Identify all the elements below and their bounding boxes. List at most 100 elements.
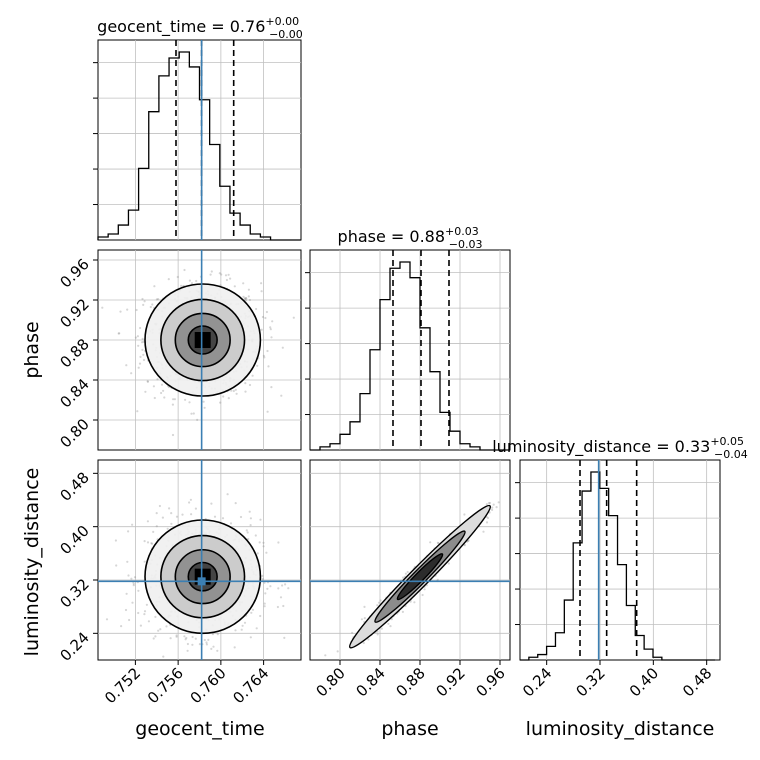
y-tick-label: 0.92 <box>56 295 92 331</box>
sample-point <box>413 601 416 604</box>
sample-point <box>249 524 252 527</box>
sample-point <box>143 610 147 613</box>
sample-point <box>139 326 142 330</box>
contour-level <box>396 553 444 601</box>
sample-point <box>437 542 440 545</box>
sample-point <box>261 578 264 581</box>
sample-point <box>152 530 155 534</box>
sample-point <box>244 299 247 302</box>
sample-point <box>211 633 214 636</box>
sample-point <box>135 308 138 312</box>
sample-point <box>234 388 237 391</box>
sample-point <box>131 523 134 526</box>
x-tick-label: 0.88 <box>392 664 428 700</box>
sample-point <box>146 541 150 544</box>
y-tick-label: 0.24 <box>56 628 92 664</box>
grid-luminosity-distance <box>520 460 720 660</box>
sample-point <box>248 298 251 302</box>
sample-point <box>181 513 184 516</box>
sample-point <box>155 525 158 528</box>
sample-point <box>127 574 130 577</box>
sample-point <box>363 605 366 609</box>
panel-frame <box>309 459 511 661</box>
sample-point <box>203 406 206 409</box>
panel-frame <box>309 249 511 451</box>
sample-point <box>209 273 212 276</box>
sample-point <box>137 611 140 615</box>
sample-point <box>171 403 174 406</box>
sample-point <box>281 346 284 349</box>
sample-point <box>254 534 257 537</box>
sample-point <box>336 650 339 653</box>
sample-point <box>173 398 176 401</box>
sample-point <box>205 643 208 646</box>
sample-point <box>224 274 228 277</box>
sample-point <box>151 303 154 306</box>
x-tick-labels-geocent-time: 0.752 0.756 0.760 0.764 <box>101 660 272 707</box>
y-ticks-luminosity-distance <box>515 482 520 626</box>
sample-point <box>185 636 188 640</box>
sample-point <box>482 530 485 533</box>
sample-point <box>101 306 104 309</box>
x-axis-label-geocent-time: geocent_time <box>135 718 264 740</box>
sample-point <box>136 335 139 338</box>
sample-point <box>154 615 157 619</box>
sample-point <box>244 390 247 393</box>
sample-point <box>220 273 223 276</box>
sample-point <box>221 517 225 520</box>
sample-point <box>262 541 265 544</box>
sample-point <box>239 515 243 519</box>
sample-point <box>194 507 197 510</box>
sample-point <box>265 551 268 554</box>
sample-point <box>225 278 228 282</box>
y-tick-label: 0.40 <box>56 522 92 558</box>
sample-point <box>141 341 144 344</box>
sample-point <box>190 412 193 415</box>
sample-point <box>175 635 178 638</box>
sample-point <box>270 336 273 339</box>
sample-point <box>210 502 213 505</box>
sample-point <box>191 635 194 639</box>
sample-point <box>134 336 137 339</box>
sample-point <box>281 584 284 587</box>
hist-panel-geocent-time: geocent_time = 0.76+0.00 −0.00 <box>93 15 303 241</box>
sample-point <box>377 601 381 604</box>
y-tick-labels-luminosity-distance: 0.24 0.32 0.40 0.48 <box>56 468 98 665</box>
density-contours <box>144 283 262 397</box>
y-tick-labels-phase: 0.80 0.84 0.88 0.92 0.96 <box>56 255 98 451</box>
panel-frame <box>519 459 721 661</box>
x-tick-labels-luminosity-distance: 0.24 0.32 0.40 0.48 <box>519 660 715 700</box>
sample-point <box>141 348 144 351</box>
x-tick-label: 0.96 <box>472 664 508 700</box>
sample-point <box>180 284 183 287</box>
sample-point <box>119 310 122 313</box>
sample-point <box>202 400 205 403</box>
sample-point <box>367 638 370 641</box>
sample-point <box>402 576 405 579</box>
sample-point <box>167 278 170 281</box>
sample-point <box>487 502 490 505</box>
sample-point <box>153 285 156 288</box>
sample-point <box>184 398 187 401</box>
sample-point <box>491 506 494 509</box>
y-tick-label: 0.96 <box>56 255 92 291</box>
y-ticks-phase <box>305 272 310 416</box>
sample-point <box>191 643 194 646</box>
sample-point <box>282 604 285 608</box>
density-panel-phase-luminosity-distance: 0.80 0.84 0.88 0.92 0.96 <box>309 459 511 700</box>
sample-point <box>264 592 267 595</box>
sample-point <box>125 592 128 595</box>
sample-point <box>249 636 252 639</box>
x-tick-label: 0.92 <box>432 664 468 700</box>
sample-point <box>131 601 134 604</box>
sample-point <box>255 307 258 311</box>
sample-point <box>292 316 295 319</box>
hist-panel-phase: phase = 0.88+0.03 −0.03 <box>305 225 511 451</box>
x-tick-label: 0.48 <box>679 664 715 700</box>
sample-point <box>166 527 169 530</box>
sample-point <box>284 583 287 586</box>
sample-point <box>266 587 269 590</box>
sample-point <box>152 637 155 640</box>
sample-point <box>234 629 237 632</box>
quantile-lines-luminosity-distance <box>579 460 638 660</box>
